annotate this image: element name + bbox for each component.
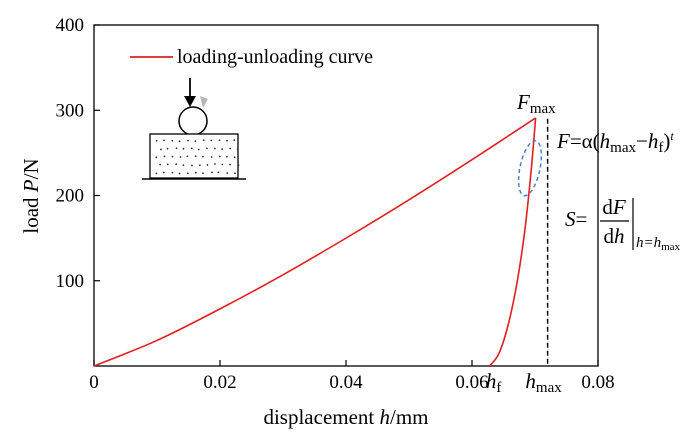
hmax-label: hmax (525, 369, 562, 396)
specimen-texture (155, 139, 240, 175)
legend-label: loading-unloading curve (177, 46, 373, 68)
texture-dot (218, 139, 221, 142)
stiffness-eval: h=hmax (636, 235, 681, 253)
x-tick-label: 0 (89, 372, 99, 393)
texture-dot (236, 148, 239, 151)
texture-dot (159, 163, 162, 166)
texture-dot (229, 163, 231, 166)
stiffness-numerator: dF (602, 195, 626, 219)
texture-dot (155, 139, 158, 142)
stiffness-denominator: dh (604, 224, 625, 248)
texture-dot (211, 171, 213, 174)
legend: loading-unloading curve (130, 46, 373, 68)
x-tick-label: 0.02 (203, 372, 236, 393)
texture-dot (229, 147, 232, 150)
unloading-equation: F=α(hmax−hf)t (556, 129, 674, 156)
texture-dot (218, 155, 221, 158)
texture-dot (201, 155, 204, 158)
indenter-arrow-head (184, 96, 196, 107)
texture-dot (178, 172, 181, 175)
texture-dot (175, 163, 178, 166)
y-axis-title: load P/N (19, 158, 43, 233)
y-tick-label: 100 (56, 271, 85, 292)
texture-dot (214, 163, 216, 165)
x-axis-ticks: 0 0.02 0.04 0.06 0.08 (89, 360, 615, 393)
texture-dot (178, 140, 181, 143)
texture-dot (233, 156, 236, 159)
texture-dot (175, 147, 178, 150)
indenter-shadow (200, 96, 208, 108)
texture-dot (194, 140, 197, 143)
hf-label: hf (486, 369, 502, 396)
texture-dot (226, 139, 228, 142)
texture-dot (163, 139, 165, 142)
y-tick-label: 200 (56, 186, 85, 207)
texture-dot (160, 148, 162, 151)
texture-dot (206, 147, 208, 150)
loading-curve (93, 117, 537, 367)
fmax-label: Fmax (516, 90, 556, 117)
texture-dot (226, 172, 229, 174)
x-tick-label: 0.06 (455, 372, 488, 393)
texture-dot (225, 155, 228, 158)
texture-dot (171, 171, 174, 174)
texture-dot (190, 147, 193, 150)
x-tick-label: 0.08 (581, 372, 614, 393)
tangent-region-ellipse (517, 140, 543, 197)
texture-dot (162, 171, 165, 174)
stiffness-formula: S= dF dh h=hmax (565, 195, 681, 253)
texture-dot (214, 147, 216, 150)
texture-dot (194, 171, 197, 174)
texture-dot (206, 164, 209, 166)
texture-dot (171, 155, 174, 158)
texture-dot (182, 147, 185, 150)
texture-dot (155, 172, 158, 175)
plot-frame (93, 24, 599, 367)
texture-dot (237, 164, 240, 167)
y-tick-label: 300 (56, 100, 85, 121)
texture-dot (155, 156, 158, 159)
y-axis-ticks: 100 200 300 400 (56, 15, 100, 292)
texture-dot (202, 139, 205, 142)
stiffness-lhs: S= (565, 207, 587, 231)
texture-dot (186, 155, 189, 158)
y-tick-label: 400 (56, 15, 85, 36)
unloading-curve (488, 117, 537, 367)
texture-dot (187, 139, 189, 142)
texture-dot (166, 163, 169, 166)
texture-dot (166, 147, 169, 150)
texture-dot (202, 172, 204, 175)
texture-dot (191, 164, 193, 167)
texture-dot (171, 139, 174, 142)
indenter-ball (178, 106, 208, 136)
texture-dot (197, 148, 200, 151)
texture-dot (198, 164, 201, 167)
x-tick-label: 0.04 (329, 372, 363, 393)
indenter-illustration (142, 78, 246, 180)
texture-dot (217, 171, 220, 174)
texture-dot (210, 156, 213, 158)
texture-dot (234, 172, 236, 175)
texture-dot (194, 155, 197, 158)
x-axis-title: displacement h/mm (263, 405, 428, 429)
texture-dot (221, 148, 224, 151)
texture-dot (233, 139, 236, 141)
texture-dot (221, 163, 224, 166)
texture-dot (210, 139, 213, 142)
texture-dot (186, 172, 189, 175)
texture-dot (182, 164, 185, 167)
texture-dot (179, 156, 182, 158)
texture-dot (163, 155, 166, 158)
specimen-block (149, 133, 239, 179)
